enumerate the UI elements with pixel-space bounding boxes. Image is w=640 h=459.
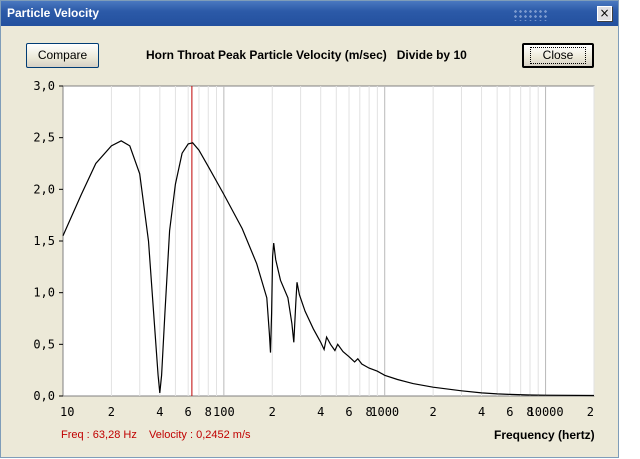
x-tick-label: 1000 xyxy=(370,405,399,419)
x-tick-label: 2 xyxy=(430,405,437,419)
close-button-label: Close xyxy=(529,47,587,64)
y-tick-label: 1,0 xyxy=(33,286,55,300)
x-tick-label: 4 xyxy=(478,405,485,419)
x-tick-label: 2 xyxy=(269,405,276,419)
window-title: Particle Velocity xyxy=(7,6,100,20)
x-tick-label: 6 xyxy=(185,405,192,419)
y-tick-label: 0,5 xyxy=(33,337,55,351)
x-axis-label: Frequency (hertz) xyxy=(494,428,595,442)
x-tick-label: 4 xyxy=(156,405,163,419)
x-tick-label: 8 xyxy=(366,405,373,419)
close-icon[interactable]: × xyxy=(597,6,612,21)
cursor-frequency: Freq : 63,28 Hz xyxy=(61,429,137,441)
y-tick-label: 0,0 xyxy=(33,389,55,403)
plot-area xyxy=(62,85,595,397)
x-tick-label: 100 xyxy=(213,405,235,419)
velocity-curve xyxy=(62,140,595,397)
y-tick-label: 1,5 xyxy=(33,234,55,248)
cursor-velocity: Velocity : 0,2452 m/s xyxy=(149,429,251,441)
title-bar[interactable]: Particle Velocity × xyxy=(1,1,618,26)
titlebar-grip-icon xyxy=(513,9,547,21)
x-tick-label: 4 xyxy=(317,405,324,419)
x-tick-label: 8 xyxy=(205,405,212,419)
x-tick-label: 2 xyxy=(108,405,115,419)
y-tick-label: 3,0 xyxy=(33,79,55,93)
x-tick-label: 8 xyxy=(526,405,533,419)
x-tick-label: 6 xyxy=(506,405,513,419)
x-tick-label: 2 xyxy=(587,405,594,419)
y-tick-labels: 0,0 0,5 1,0 1,5 2,0 2,5 3,0 xyxy=(33,79,63,403)
y-tick-label: 2,5 xyxy=(33,131,55,145)
particle-velocity-window: Particle Velocity × Compare Horn Throat … xyxy=(0,0,619,458)
x-tick-label: 6 xyxy=(345,405,352,419)
close-button[interactable]: Close xyxy=(522,43,594,68)
x-tick-label: 10000 xyxy=(528,405,564,419)
chart-heading: Horn Throat Peak Particle Velocity (m/se… xyxy=(146,48,467,62)
grid-lines xyxy=(110,86,595,396)
compare-button[interactable]: Compare xyxy=(26,43,99,68)
y-tick-label: 2,0 xyxy=(33,182,55,196)
x-tick-label: 10 xyxy=(60,405,74,419)
